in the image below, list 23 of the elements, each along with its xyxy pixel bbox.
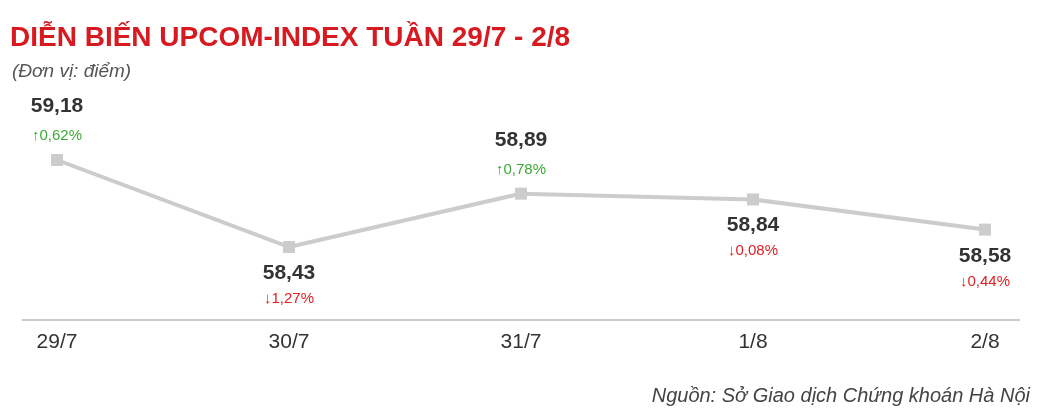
data-label: 59,18	[30, 93, 84, 116]
annotation: ↓0,44%	[959, 271, 1011, 289]
x-tick-label: 31/7	[500, 329, 542, 352]
annotation: ↑0,62%	[31, 126, 83, 143]
annotation: ↓0,08%	[727, 241, 779, 259]
point	[51, 154, 63, 166]
text: Nguồn: Sở Giao dịch Chứng khoán Hà Nội	[651, 384, 1031, 406]
data-label: 58,84	[726, 212, 780, 236]
point	[515, 187, 527, 200]
x-tick-label: 1/8	[738, 329, 768, 352]
annotation: ↑0,78%	[495, 159, 547, 177]
x-tick-label: 29/7	[36, 329, 78, 352]
data-label: 58,43	[262, 260, 316, 283]
x-tick-label: 30/7	[268, 329, 310, 352]
point	[747, 193, 759, 206]
x-tick-label: 2/8	[970, 329, 1000, 352]
chart-title: DIỄN BIẾN UPCOM-INDEX TUẦN 29/7 - 2/8	[10, 21, 571, 52]
point	[979, 223, 991, 236]
data-label: 58,89	[494, 126, 548, 150]
chart-subtitle: (Đơn vị: điểm)	[12, 60, 132, 81]
point	[283, 241, 295, 253]
data-label: 58,58	[958, 242, 1012, 266]
annotation: ↓1,27%	[263, 289, 315, 306]
